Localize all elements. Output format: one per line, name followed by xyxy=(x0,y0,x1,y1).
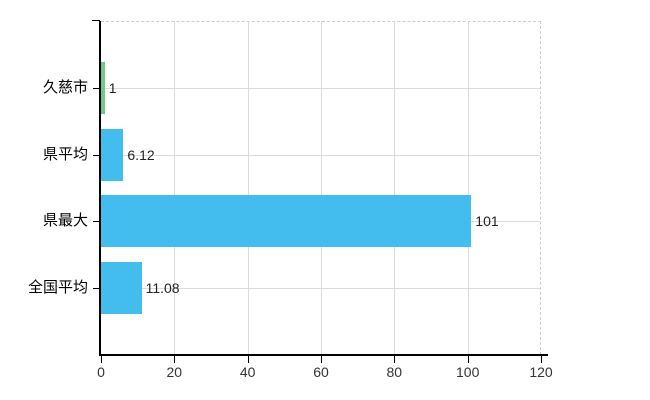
x-axis-label: 120 xyxy=(529,364,553,380)
x-axis-tick xyxy=(247,356,249,363)
bar-value-label: 1 xyxy=(108,80,117,96)
x-axis-tick xyxy=(101,356,102,363)
x-axis-label: 40 xyxy=(239,364,256,380)
bar xyxy=(101,262,142,314)
x-axis-tick xyxy=(541,356,542,363)
gridline-horizontal xyxy=(101,155,540,156)
x-axis-label: 100 xyxy=(456,364,480,380)
y-axis-tick xyxy=(93,88,100,89)
y-axis-tick xyxy=(93,288,100,289)
plot-border-right xyxy=(540,21,541,355)
x-axis-label: 20 xyxy=(166,364,183,380)
gridline-vertical xyxy=(321,21,322,355)
bar-value-label: 101 xyxy=(475,213,499,229)
bar xyxy=(101,129,124,181)
bar xyxy=(101,62,105,114)
bar-value-label: 11.08 xyxy=(145,280,180,296)
x-axis-label: 60 xyxy=(313,364,329,380)
y-axis-tick xyxy=(93,221,100,222)
gridline-horizontal xyxy=(101,88,540,89)
y-axis-label: 県最大 xyxy=(42,212,88,229)
x-axis-label: 0 xyxy=(97,364,105,380)
y-axis-top-tick xyxy=(92,20,100,21)
x-axis-tick xyxy=(467,356,469,363)
y-axis-tick xyxy=(93,155,100,156)
gridline-vertical xyxy=(247,21,249,355)
y-axis-label: 久慈市 xyxy=(42,79,88,96)
x-axis-tick xyxy=(174,356,176,363)
x-axis-tick xyxy=(394,356,396,363)
gridline-vertical xyxy=(467,21,469,355)
x-axis-line xyxy=(99,354,548,356)
gridline-horizontal xyxy=(101,288,540,289)
x-axis-label: 80 xyxy=(386,364,403,380)
bar xyxy=(101,195,472,247)
bar-value-label: 6.12 xyxy=(127,147,155,163)
y-axis-label: 県平均 xyxy=(42,146,88,163)
gridline-vertical xyxy=(394,21,396,355)
y-axis-line xyxy=(99,21,101,356)
y-axis-label: 全国平均 xyxy=(27,279,88,296)
x-axis-tick xyxy=(321,356,322,363)
gridline-vertical xyxy=(174,21,176,355)
